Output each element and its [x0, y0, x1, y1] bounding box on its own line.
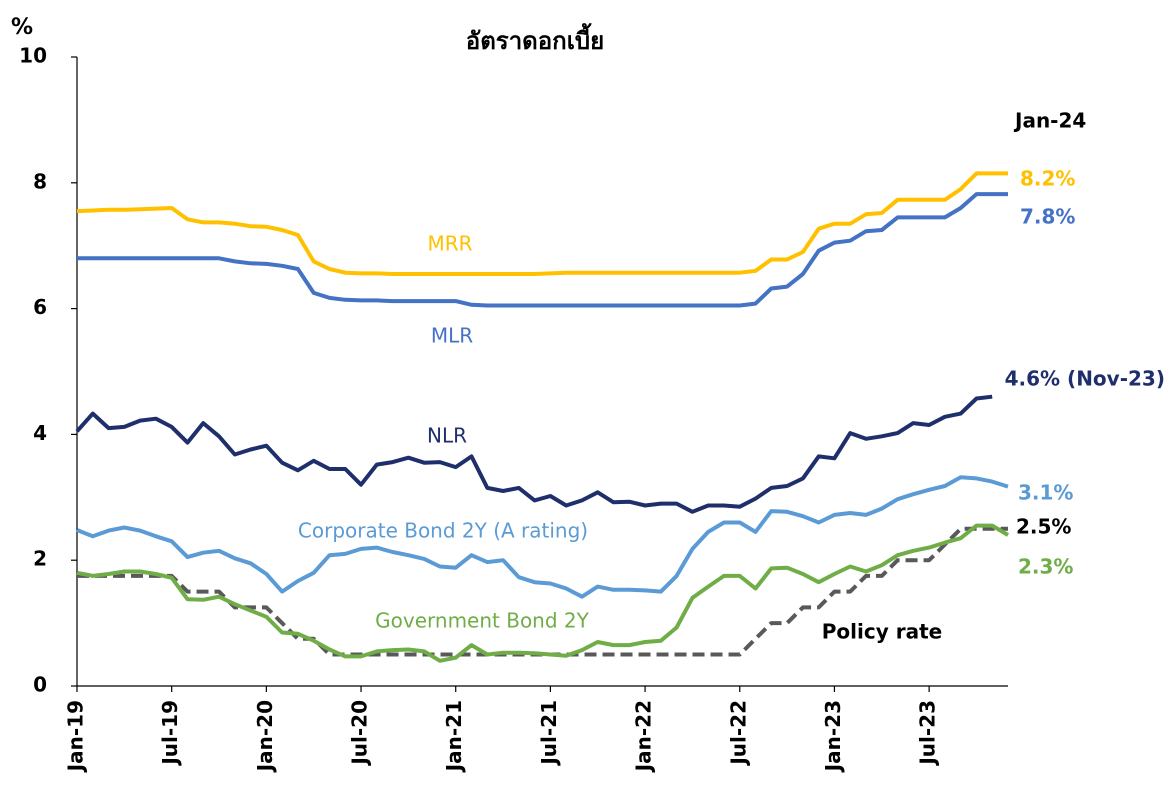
x-tick-label: Jan-21 [442, 700, 466, 773]
chart-title: อัตราดอกเบี้ย [466, 22, 604, 55]
x-tick-label: Jul-21 [537, 700, 561, 767]
x-tick-label: Jan-23 [821, 700, 845, 773]
series-label: Policy rate [822, 620, 942, 644]
y-axis-label: % [11, 15, 33, 40]
y-tick-label: 8 [33, 169, 47, 193]
series-label: Corporate Bond 2Y (A rating) [298, 519, 588, 543]
x-tick-label: Jul-20 [348, 700, 372, 767]
series-label: MLR [431, 324, 473, 348]
end-label: 4.6% (Nov-23) [1005, 367, 1165, 391]
y-tick-label: 6 [33, 295, 47, 319]
y-tick-label: 2 [33, 547, 47, 571]
end-label: 2.3% [1018, 555, 1073, 579]
y-tick-label: 0 [33, 673, 47, 697]
x-tick-label: Jul-23 [916, 700, 940, 767]
series-line [76, 171, 1008, 276]
annotation: Jan-24 [1013, 109, 1086, 133]
y-tick-label: 10 [19, 44, 47, 68]
x-tick-label: Jan-22 [632, 700, 656, 773]
end-label: 8.2% [1020, 167, 1075, 191]
end-label: 7.8% [1020, 205, 1075, 229]
series-label: NLR [427, 424, 467, 448]
series-label: Government Bond 2Y [375, 609, 589, 633]
x-tick-label: Jan-19 [64, 700, 88, 773]
series-line [77, 192, 1008, 308]
series-line [75, 394, 993, 514]
end-label: 2.5% [1016, 515, 1071, 539]
y-tick-label: 4 [33, 421, 47, 445]
x-tick-label: Jan-20 [253, 700, 277, 773]
series-line [76, 475, 1009, 599]
end-label: 3.1% [1018, 481, 1073, 505]
x-tick-label: Jul-22 [726, 700, 750, 767]
series-line [76, 523, 1010, 663]
series-label: MRR [427, 232, 472, 256]
x-tick-label: Jul-19 [158, 700, 182, 767]
